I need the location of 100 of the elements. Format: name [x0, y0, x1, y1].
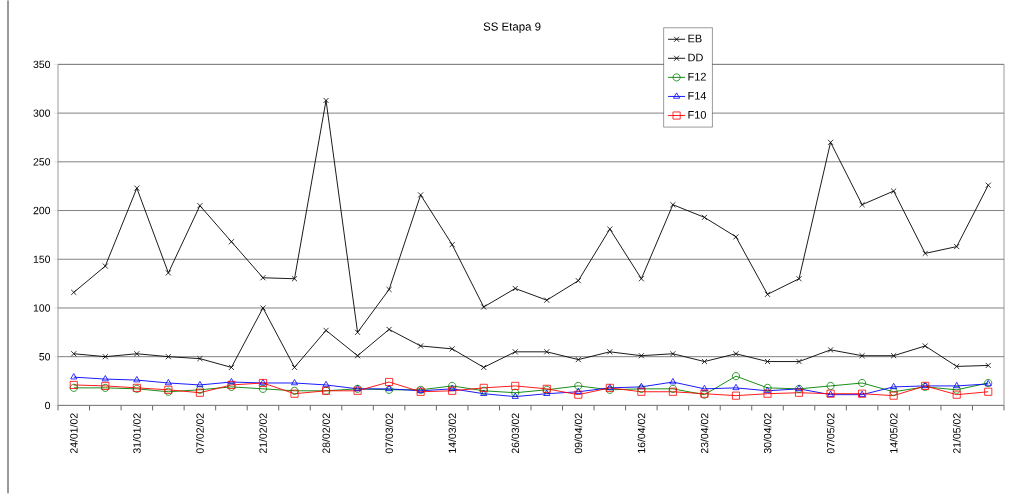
- point: [922, 250, 929, 257]
- point: [323, 327, 329, 334]
- legend-label: F12: [688, 72, 706, 81]
- point: [733, 350, 739, 357]
- point: [732, 383, 740, 391]
- point: [731, 372, 740, 381]
- legend-label: DD: [688, 53, 703, 62]
- point: [795, 388, 804, 397]
- point: [796, 275, 802, 282]
- x-tick-label: 09/04/02: [574, 413, 583, 454]
- point: [386, 286, 393, 293]
- point: [480, 364, 487, 371]
- point: [952, 390, 961, 399]
- point: [291, 275, 298, 282]
- point: [669, 201, 676, 208]
- point: [733, 234, 739, 240]
- point: [890, 188, 897, 195]
- y-tick-label: 50: [39, 353, 51, 361]
- point: [890, 352, 897, 359]
- point: [953, 363, 960, 370]
- point: [417, 192, 424, 198]
- x-tick-label: 24/01/02: [69, 413, 78, 454]
- point: [196, 202, 203, 209]
- point: [480, 304, 487, 311]
- point: [133, 185, 140, 192]
- point: [890, 383, 898, 390]
- legend-label: EB: [688, 34, 702, 43]
- point: [354, 352, 361, 359]
- point: [638, 275, 645, 282]
- point: [260, 274, 266, 281]
- legend-label: F10: [688, 111, 706, 119]
- point: [165, 353, 172, 360]
- point: [260, 305, 266, 311]
- point: [512, 348, 519, 355]
- x-tick-label: 21/02/02: [259, 413, 267, 454]
- point: [385, 378, 394, 387]
- y-tick-label: 150: [33, 255, 51, 264]
- x-tick-label: 14/05/02: [889, 413, 898, 453]
- point: [354, 329, 361, 336]
- point: [827, 139, 834, 146]
- point: [606, 348, 613, 355]
- point: [859, 201, 866, 208]
- point: [165, 270, 172, 276]
- point: [574, 390, 583, 399]
- y-tick-label: 300: [33, 109, 51, 117]
- point: [606, 226, 613, 233]
- point: [922, 343, 929, 349]
- point: [638, 352, 645, 359]
- point: [763, 389, 772, 398]
- point: [291, 379, 299, 386]
- point: [700, 384, 708, 392]
- point: [543, 348, 550, 355]
- point: [985, 182, 992, 189]
- point: [322, 381, 330, 388]
- point: [985, 362, 992, 369]
- point: [796, 358, 802, 365]
- point: [133, 350, 140, 357]
- point: [858, 379, 867, 388]
- point: [543, 297, 550, 304]
- point: [227, 378, 235, 385]
- point: [511, 382, 520, 390]
- x-tick-label: 16/04/02: [637, 413, 646, 453]
- point: [512, 285, 519, 292]
- point: [889, 387, 898, 396]
- y-tick-label: 200: [33, 206, 51, 215]
- y-tick-label: 100: [33, 304, 51, 312]
- x-tick-label: 28/02/02: [322, 413, 330, 454]
- point: [164, 379, 172, 386]
- x-tick-label: 07/02/02: [196, 413, 204, 454]
- point: [574, 382, 583, 390]
- y-tick-label: 350: [33, 60, 51, 69]
- point: [701, 358, 708, 365]
- x-tick-label: 31/01/02: [133, 413, 141, 454]
- point: [102, 353, 109, 360]
- point: [417, 343, 424, 349]
- point: [228, 364, 235, 371]
- point: [511, 388, 520, 397]
- point: [543, 389, 551, 396]
- point: [70, 373, 78, 380]
- point: [764, 291, 771, 298]
- y-tick-label: 0: [45, 401, 51, 410]
- point: [826, 382, 835, 390]
- chart-title: SS Etapa 9: [483, 22, 541, 33]
- point: [669, 378, 677, 385]
- point: [449, 241, 456, 248]
- point: [386, 326, 393, 333]
- x-tick-label: 14/03/02: [448, 413, 457, 453]
- point: [101, 375, 109, 382]
- x-tick-label: 07/05/02: [826, 413, 835, 454]
- point: [511, 392, 519, 399]
- point: [196, 381, 204, 388]
- point: [196, 355, 203, 362]
- x-tick-label: 23/04/02: [700, 413, 709, 454]
- x-tick-label: 21/05/02: [952, 413, 961, 454]
- point: [889, 391, 898, 400]
- point: [228, 238, 235, 245]
- point: [70, 350, 77, 357]
- point: [258, 384, 267, 393]
- point: [827, 347, 834, 353]
- point: [952, 385, 961, 394]
